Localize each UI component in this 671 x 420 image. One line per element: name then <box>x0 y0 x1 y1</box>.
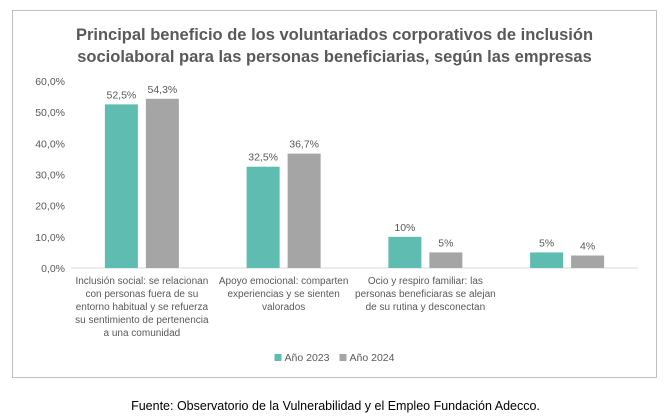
category-label: Ocio y respiro familiar: las <box>368 276 483 287</box>
category-label: Apoyo emocional: comparten <box>219 276 349 287</box>
chart-title: Principal beneficio de los voluntariados… <box>13 24 656 68</box>
data-label: 54,3% <box>147 84 177 96</box>
category-label: experiencias y se sienten <box>227 289 339 300</box>
chart-title-line-1: Principal beneficio de los voluntariados… <box>75 26 594 44</box>
y-tick-label: 0,0% <box>41 263 65 275</box>
data-label: 5% <box>539 237 554 249</box>
bar <box>145 98 179 268</box>
y-tick-label: 60,0% <box>35 76 65 88</box>
data-label: 10% <box>394 222 415 234</box>
y-tick-label: 10,0% <box>35 232 65 244</box>
category-label: su sentimiento de pertenencia <box>75 315 209 326</box>
bar <box>104 104 138 268</box>
y-tick-label: 40,0% <box>35 138 65 150</box>
data-label: 32,5% <box>248 152 278 164</box>
bar <box>287 153 321 268</box>
bar <box>571 255 605 268</box>
data-label: 52,5% <box>106 89 136 101</box>
category-label: Inclusión social: se relacionan <box>75 276 208 287</box>
category-label: con personas fuera de su <box>85 289 198 300</box>
data-label: 4% <box>580 241 595 253</box>
chart-frame: Principal beneficio de los voluntariados… <box>12 10 657 378</box>
category-label: de su rutina y desconectan <box>366 302 486 313</box>
category-label: valorados <box>262 302 305 313</box>
category-label: entorno habitual y se refuerza <box>76 302 209 313</box>
chart-title-line-2: sociolaboral para las personas beneficia… <box>77 48 592 66</box>
data-label: 36,7% <box>289 139 319 151</box>
legend-swatch <box>339 354 347 361</box>
y-tick-label: 30,0% <box>35 170 65 182</box>
legend-label: Año 2023 <box>285 352 330 364</box>
legend-swatch <box>274 354 282 361</box>
data-label: 5% <box>438 237 453 249</box>
y-tick-label: 50,0% <box>35 107 65 119</box>
legend-label: Año 2024 <box>350 352 395 364</box>
category-label: a una comunidad <box>104 328 181 339</box>
category-label: personas beneficiaras se alejan <box>355 289 496 300</box>
bar <box>246 166 280 268</box>
y-tick-label: 20,0% <box>35 201 65 213</box>
source-note: Fuente: Observatorio de la Vulnerabilida… <box>131 399 540 413</box>
bar <box>530 252 564 268</box>
bar <box>388 236 422 268</box>
bar <box>429 252 463 268</box>
bar-chart: 0,0% 10,0% 20,0% 30,0% 40,0% 50,0% 60,0% 52,5% 5… <box>35 76 638 364</box>
